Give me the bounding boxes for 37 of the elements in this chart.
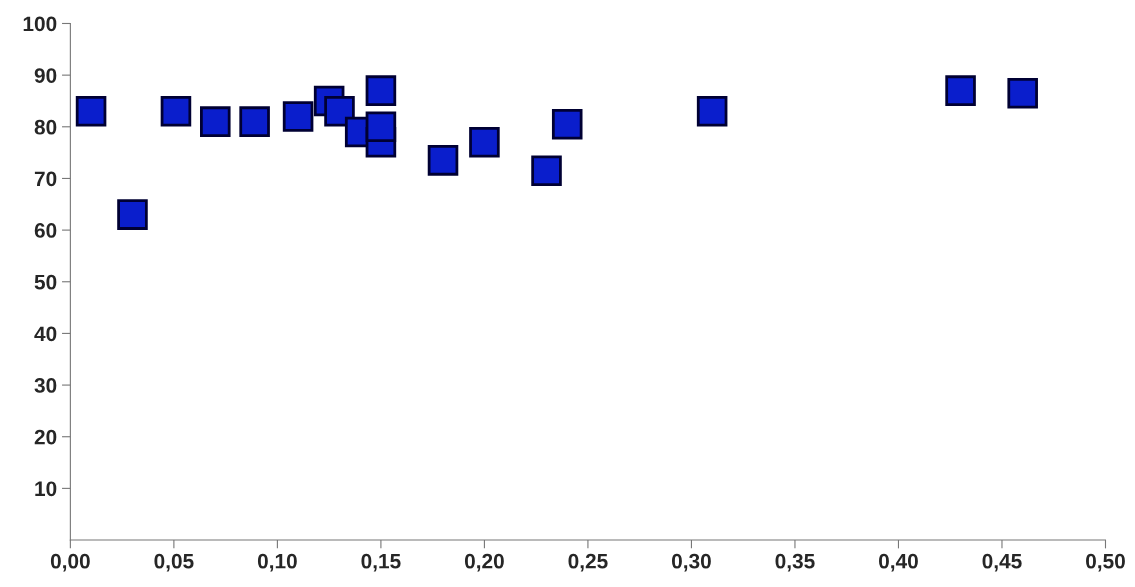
point [75,96,107,127]
x-tick-label: 0,30 [671,553,711,572]
y-tick-label: 30 [34,378,57,393]
point [945,75,976,106]
point [696,96,728,127]
y-tick-label: 60 [34,223,57,238]
x-tick-label: 0,10 [257,553,297,572]
x-tick-label: 0,40 [879,553,918,572]
x-tick-label: 0,15 [361,553,401,572]
x-tick-label: 0,05 [154,553,194,572]
point [200,106,231,137]
y-tick-label: 90 [34,68,57,83]
y-tick-label: 10 [35,481,57,497]
point [365,75,397,106]
point [531,155,562,186]
y-tick-label: 100 [23,16,57,32]
point [324,96,355,127]
x-tick-label: 0,35 [775,553,815,572]
y-tick-label: 40 [34,326,57,342]
y-tick-label: 50 [34,274,57,290]
point [160,96,192,127]
y-tick-label: 80 [34,119,57,135]
y-tick-label: 70 [34,171,57,187]
point [469,127,500,158]
x-tick-label: 0,45 [982,553,1022,572]
x-tick-label: 0,25 [568,553,608,572]
point [1007,77,1038,109]
point [239,106,270,137]
y-tick-label: 20 [34,429,57,445]
x-tick-label: 0,20 [464,553,504,572]
x-tick-label: 0,50 [1086,553,1125,572]
point [551,108,583,140]
point [427,145,459,176]
point [117,199,148,230]
point [365,111,397,143]
x-tick-label: 0,00 [50,553,90,572]
point [282,101,314,132]
